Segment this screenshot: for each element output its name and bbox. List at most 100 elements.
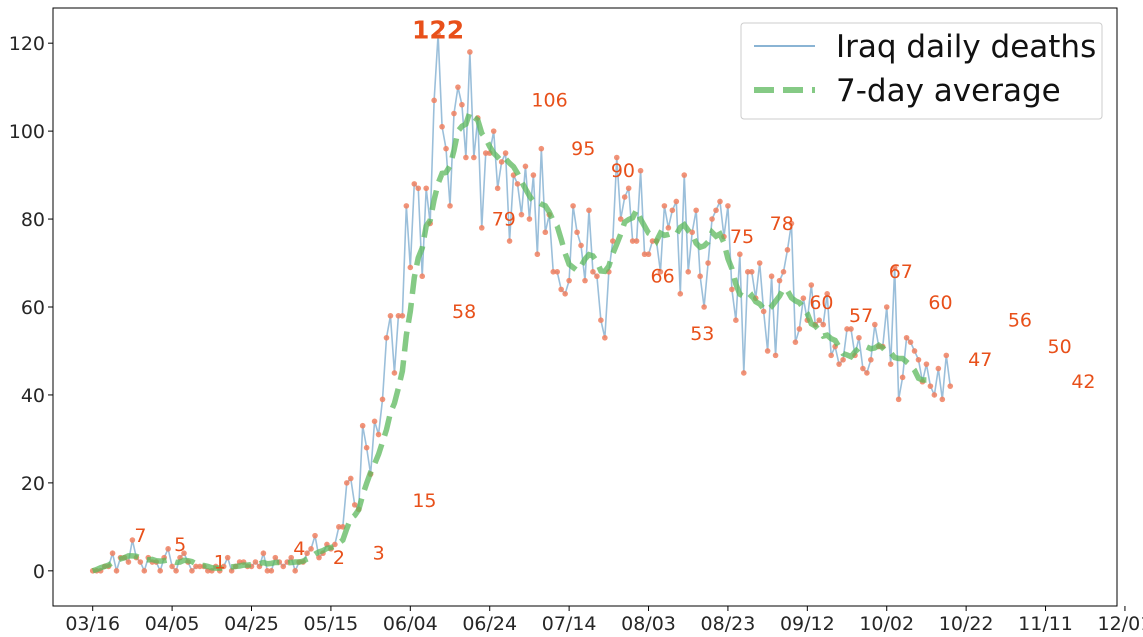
- x-tick-label: 04/25: [224, 613, 279, 635]
- daily-death-point: [891, 264, 898, 271]
- daily-death-point: [308, 546, 314, 552]
- daily-death-point: [602, 334, 608, 341]
- x-tick-label: 06/24: [462, 613, 517, 635]
- daily-death-point: [860, 365, 866, 372]
- daily-death-point: [379, 396, 386, 403]
- daily-death-point: [673, 198, 680, 205]
- annotation-label: 53: [690, 323, 714, 345]
- x-tick-label: 04/05: [145, 613, 200, 635]
- x-tick-label: 06/04: [383, 613, 438, 635]
- y-axis: 0 20 40 60 80 100 120: [9, 33, 53, 583]
- daily-death-point: [903, 334, 910, 341]
- annotation-label: 2: [333, 547, 345, 569]
- daily-death-point: [518, 211, 525, 218]
- daily-death-point: [872, 321, 878, 328]
- daily-death-point: [371, 418, 378, 425]
- daily-death-point: [741, 370, 747, 376]
- annotation-label: 95: [571, 138, 595, 160]
- daily-death-point: [594, 273, 600, 280]
- daily-death-point: [613, 154, 620, 161]
- daily-death-point: [868, 356, 874, 363]
- daily-death-point: [312, 532, 318, 539]
- annotation-label: 15: [412, 490, 436, 512]
- daily-death-point: [304, 550, 310, 557]
- daily-death-point: [792, 339, 799, 345]
- daily-death-point: [689, 229, 695, 236]
- daily-death-point: [943, 352, 950, 359]
- daily-death-point: [637, 167, 644, 174]
- daily-death-point: [498, 159, 505, 165]
- daily-death-point: [911, 348, 918, 354]
- daily-death-point: [137, 559, 144, 565]
- daily-death-point: [526, 216, 533, 222]
- daily-death-point: [478, 225, 485, 231]
- daily-death-point: [415, 185, 422, 192]
- daily-death-point: [435, 31, 441, 38]
- daily-death-point: [375, 431, 382, 438]
- daily-death-point: [570, 203, 576, 209]
- daily-death-point: [713, 207, 719, 214]
- daily-death-point: [788, 220, 795, 227]
- daily-death-point: [558, 286, 564, 293]
- daily-death-point: [729, 286, 735, 293]
- daily-death-point: [629, 238, 636, 244]
- daily-death-point: [756, 260, 763, 266]
- x-tick-label: 05/15: [304, 613, 359, 635]
- daily-death-point: [530, 172, 537, 178]
- y-tick-label: 0: [33, 561, 45, 583]
- daily-death-point: [856, 334, 862, 341]
- daily-death-point: [681, 172, 688, 178]
- x-tick-label: 12/01: [1098, 613, 1143, 635]
- y-tick-label: 80: [21, 209, 45, 231]
- legend-label-daily: Iraq daily deaths: [836, 29, 1096, 65]
- x-tick-label: 11/11: [1018, 613, 1073, 635]
- daily-death-point: [463, 154, 469, 161]
- annotation-label: 66: [651, 266, 675, 288]
- daily-death-point: [923, 361, 930, 367]
- daily-death-point: [169, 563, 175, 570]
- daily-death-point: [582, 277, 588, 284]
- daily-death-point: [336, 524, 342, 530]
- daily-death-point: [776, 277, 783, 284]
- daily-death-point: [316, 554, 322, 561]
- daily-death-point: [733, 317, 739, 323]
- daily-death-point: [264, 568, 271, 574]
- daily-death-point: [431, 97, 437, 104]
- x-tick-label: 08/23: [701, 613, 756, 635]
- seven-day-average-line: [91, 106, 927, 574]
- daily-death-point: [824, 291, 830, 297]
- daily-death-point: [109, 550, 116, 557]
- daily-death-point: [129, 537, 136, 543]
- value-annotations: 7 514 2 31558791069590665375786057676047565…: [134, 15, 1095, 573]
- annotation-label: 42: [1071, 371, 1095, 393]
- daily-death-point: [173, 568, 179, 574]
- x-tick-label: 08/03: [621, 613, 676, 635]
- daily-death-point: [443, 145, 449, 152]
- daily-death-point: [848, 326, 854, 332]
- x-tick-label: 09/12: [780, 613, 835, 635]
- daily-death-point: [538, 145, 545, 152]
- daily-death-point: [343, 480, 350, 486]
- daily-death-point: [280, 563, 287, 570]
- daily-death-point: [534, 251, 541, 258]
- daily-death-point: [931, 392, 938, 398]
- daily-death-point: [268, 568, 275, 574]
- daily-death-point: [840, 356, 846, 363]
- daily-death-point: [907, 339, 914, 345]
- daily-death-point: [550, 269, 557, 275]
- annotation-label: 78: [770, 213, 794, 235]
- daily-death-point: [828, 352, 834, 359]
- annotation-label: 50: [1048, 336, 1072, 358]
- daily-death-point: [864, 370, 870, 376]
- daily-death-point: [419, 273, 426, 280]
- daily-death-point: [800, 295, 807, 302]
- daily-death-point: [887, 361, 894, 367]
- daily-death-point: [220, 563, 227, 570]
- daily-death-point: [506, 238, 513, 244]
- daily-death-point: [621, 194, 628, 200]
- daily-death-point: [574, 229, 580, 236]
- daily-death-point: [363, 444, 370, 451]
- daily-death-point: [554, 269, 561, 275]
- daily-death-point: [772, 352, 779, 359]
- daily-death-point: [657, 269, 664, 275]
